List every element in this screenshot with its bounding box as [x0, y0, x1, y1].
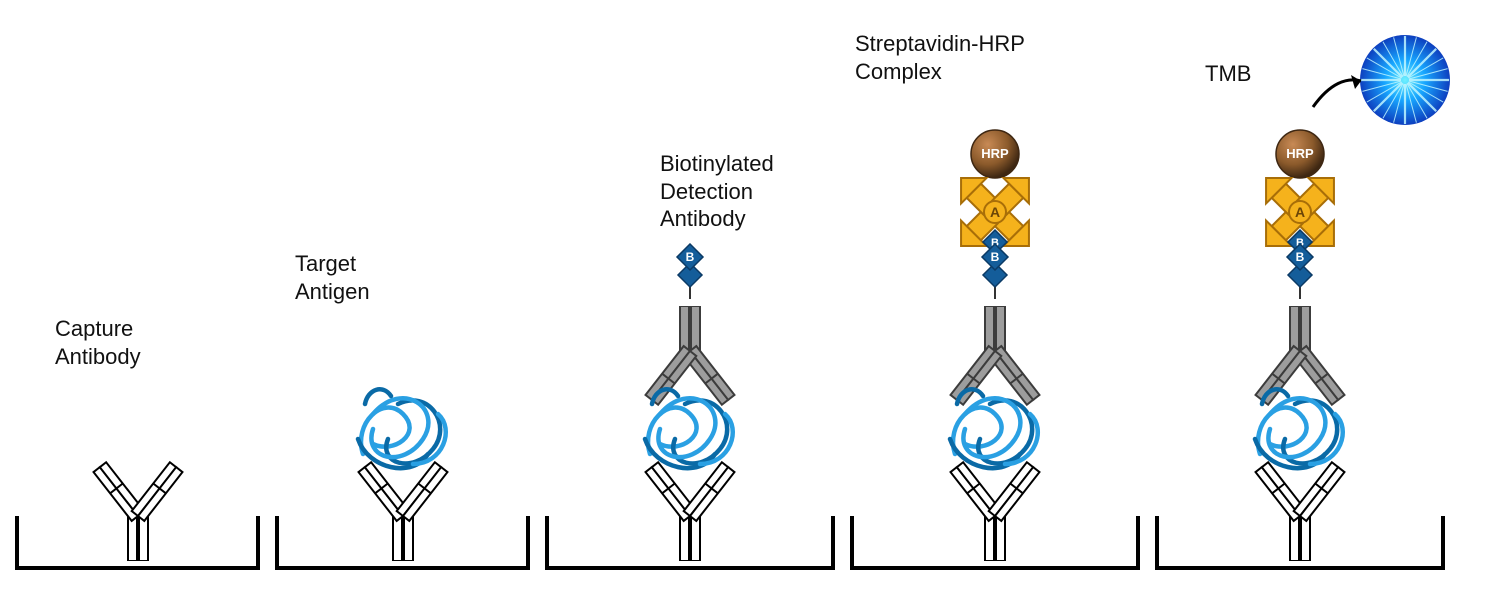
capture-ab — [625, 456, 755, 566]
biotin-icon: B — [668, 243, 712, 301]
svg-text:HRP: HRP — [981, 146, 1009, 161]
panel-1 — [15, 30, 260, 570]
svg-text:HRP: HRP — [1286, 146, 1314, 161]
capture-antibody-icon — [930, 456, 1060, 561]
capture-antibody-icon — [1235, 456, 1365, 561]
tmb-arrow-icon — [1305, 65, 1375, 115]
component-stack — [73, 456, 203, 566]
label-4: TMB — [1205, 60, 1251, 88]
svg-text:A: A — [1295, 204, 1305, 220]
label-0: CaptureAntibody — [55, 315, 141, 370]
biotin-icon: B — [1278, 243, 1322, 301]
svg-text:A: A — [990, 204, 1000, 220]
svg-text:B: B — [991, 250, 1000, 264]
component-stack: B — [625, 243, 755, 566]
tmb-arrow — [1305, 65, 1375, 120]
svg-text:B: B — [1296, 250, 1305, 264]
capture-ab — [338, 456, 468, 566]
capture-antibody-icon — [338, 456, 468, 561]
panel-5: BABHRP — [1155, 30, 1445, 570]
label-1: TargetAntigen — [295, 250, 370, 305]
capture-antibody-icon — [73, 456, 203, 561]
component-stack — [338, 384, 468, 566]
biotin: B — [1278, 243, 1322, 306]
biotin: B — [668, 243, 712, 306]
capture-ab — [73, 456, 203, 566]
component-stack: BABHRP — [930, 125, 1060, 566]
biotin: B — [973, 243, 1017, 306]
capture-ab — [930, 456, 1060, 566]
label-3: Streptavidin-HRPComplex — [855, 30, 1025, 85]
label-2: BiotinylatedDetectionAntibody — [660, 150, 774, 233]
svg-text:B: B — [686, 250, 695, 264]
panel-4: BABHRP — [850, 30, 1140, 570]
biotin-icon: B — [973, 243, 1017, 301]
panel-3: B — [545, 30, 835, 570]
capture-ab — [1235, 456, 1365, 566]
component-stack: BABHRP — [1235, 125, 1365, 566]
capture-antibody-icon — [625, 456, 755, 561]
